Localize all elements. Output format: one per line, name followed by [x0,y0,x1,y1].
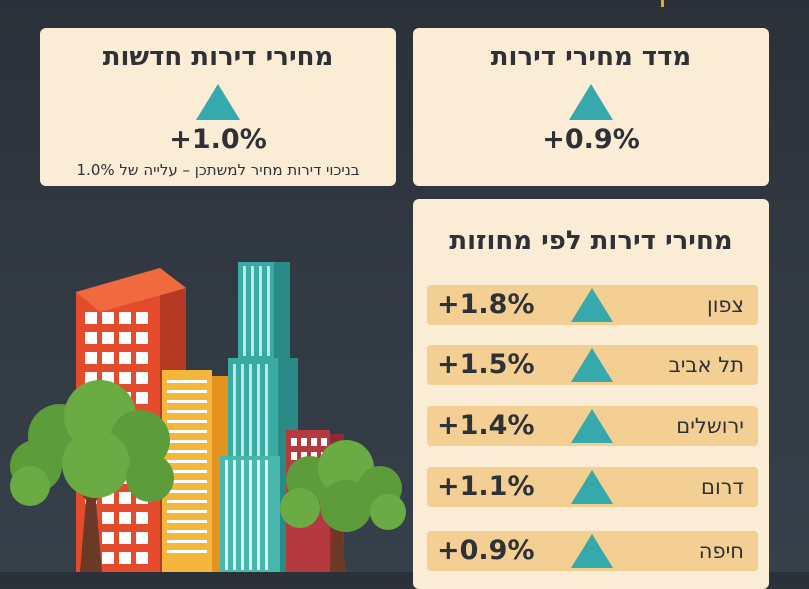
up-triangle-icon [571,534,613,568]
district-value: +0.9% [437,535,535,566]
district-name: תל אביב [668,353,744,377]
up-triangle-icon [569,84,613,120]
district-value: +1.1% [437,471,535,502]
district-value: +1.5% [437,349,535,380]
district-value: +1.4% [437,410,535,441]
district-name: ירושלים [676,414,744,438]
up-triangle-icon [571,348,613,382]
up-triangle-icon [571,409,613,443]
up-triangle-icon [571,470,613,504]
new-apartments-value: +1.0% [169,124,267,155]
new-apartments-title: מחירי דירות חדשות [102,42,334,72]
price-index-card: מדד מחירי דירות +0.9% [413,28,769,186]
district-name: חיפה [698,539,744,563]
districts-card: מחירי דירות לפי מחוזות +1.8% צפון +1.5% … [413,199,769,589]
up-triangle-icon [196,84,240,120]
up-triangle-icon [571,288,613,322]
city-buildings-illustration [10,262,406,572]
district-row: +1.1% דרום [427,467,758,507]
new-apartments-note: בניכוי דירות מחיר למשתכן – עלייה של 1.0% [76,161,360,179]
district-row: +1.5% תל אביב [427,345,758,385]
district-row: +0.9% חיפה [427,531,758,571]
price-index-title: מדד מחירי דירות [490,42,692,72]
district-row: +1.4% ירושלים [427,406,758,446]
district-value: +1.8% [437,289,535,320]
price-index-value: +0.9% [542,124,640,155]
districts-title: מחירי דירות לפי מחוזות [449,226,733,256]
new-apartments-card: מחירי דירות חדשות +1.0% בניכוי דירות מחי… [40,28,396,186]
district-name: דרום [701,475,744,499]
tree-illustration [10,380,174,572]
district-row: +1.8% צפון [427,285,758,325]
top-accent-mark [661,0,664,7]
district-name: צפון [706,293,744,317]
